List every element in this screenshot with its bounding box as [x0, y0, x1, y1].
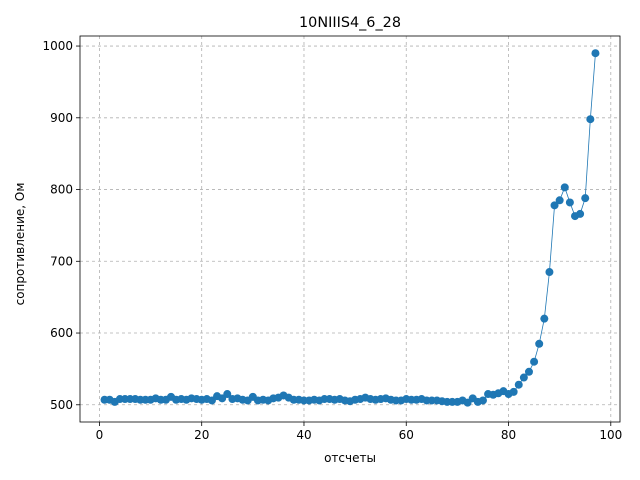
x-tick-label: 40	[296, 428, 311, 442]
data-point	[478, 396, 487, 405]
data-point	[560, 183, 569, 192]
series	[100, 49, 600, 407]
data-point	[535, 339, 544, 348]
y-axis-label: сопротивление, Ом	[13, 183, 27, 306]
x-tick-label: 60	[399, 428, 414, 442]
data-point	[565, 198, 574, 207]
data-point	[223, 390, 232, 399]
x-tick-label: 80	[501, 428, 516, 442]
y-tick-label: 500	[50, 398, 73, 412]
y-tick-label: 900	[50, 111, 73, 125]
data-point	[591, 49, 600, 58]
grid	[80, 36, 620, 422]
axes: 0 20 40 60 80 100 500 600 700 800 900 1000	[42, 35, 622, 442]
data-point	[576, 209, 585, 218]
y-tick-label: 700	[50, 254, 73, 268]
data-point	[519, 373, 528, 382]
x-tick-label: 0	[96, 428, 104, 442]
y-tick-label: 1000	[42, 39, 73, 53]
data-point	[555, 196, 564, 205]
y-tick-label: 600	[50, 326, 73, 340]
data-point	[550, 201, 559, 210]
x-axis-label: отсчеты	[324, 451, 376, 465]
data-point	[540, 314, 549, 323]
data-point	[509, 387, 518, 396]
chart-title: 10NIIIS4_6_28	[299, 15, 401, 31]
data-point	[530, 357, 539, 366]
data-point	[545, 268, 554, 277]
data-point	[514, 380, 523, 389]
data-point	[586, 115, 595, 124]
x-tick-label: 20	[194, 428, 209, 442]
data-point	[524, 367, 533, 376]
x-tick-label: 100	[599, 428, 622, 442]
plot-frame	[79, 35, 621, 423]
data-point	[581, 194, 590, 203]
y-tick-label: 800	[50, 183, 73, 197]
